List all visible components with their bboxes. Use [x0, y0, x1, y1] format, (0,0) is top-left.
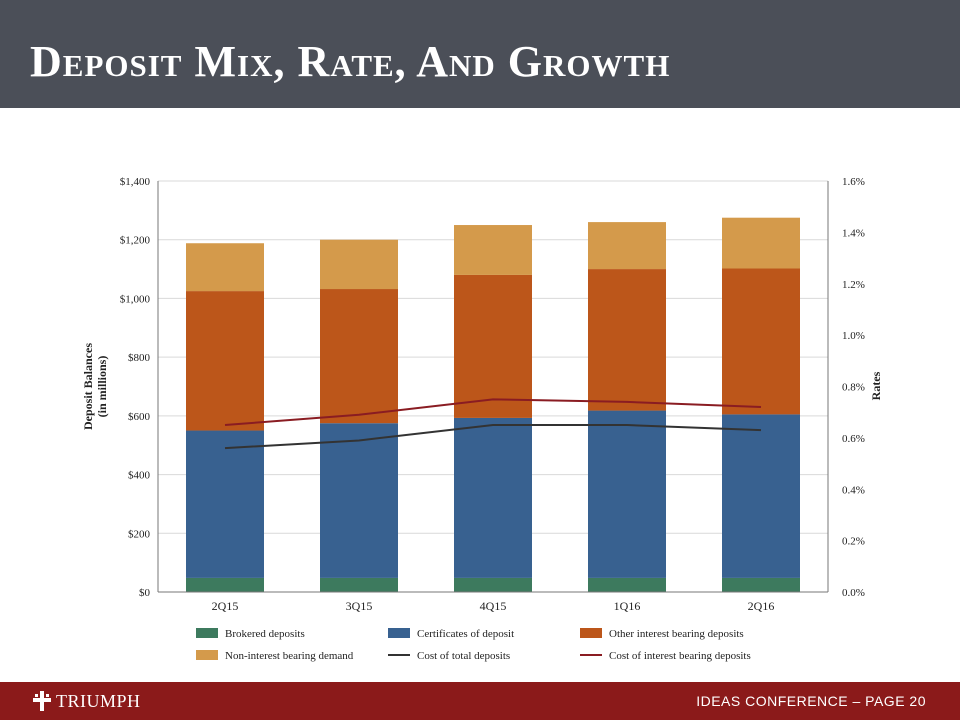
y2-tick-label: 1.2%	[842, 279, 865, 291]
bar-segment	[454, 417, 532, 578]
legend-swatch	[388, 628, 410, 638]
series-line	[224, 424, 762, 450]
y2-tick-label: 1.4%	[842, 227, 865, 239]
bar-segment	[320, 239, 398, 290]
bar-segment	[186, 291, 264, 431]
bar-segment	[186, 430, 264, 578]
series-line	[224, 398, 762, 427]
x-tick-label: 2Q15	[212, 599, 239, 613]
bar-segment	[722, 414, 800, 578]
y-axis-title-line: (in millions)	[95, 356, 109, 418]
bar-segment	[722, 577, 800, 592]
bar-segment	[588, 577, 666, 592]
slide-title: Deposit Mix, Rate, And Growth	[30, 37, 671, 86]
y-tick-label: $1,400	[120, 176, 151, 188]
footer-page-label: IDEAS CONFERENCE – PAGE 20	[696, 693, 926, 709]
bar-segment	[320, 577, 398, 592]
bar-segment	[320, 423, 398, 578]
triumph-logo: TRIUMPH	[32, 690, 141, 712]
y-tick-label: $600	[128, 411, 151, 423]
y-tick-label: $200	[128, 528, 151, 540]
header-bar: Deposit Mix, Rate, And Growth	[0, 0, 960, 108]
y2-tick-label: 0.2%	[842, 536, 865, 548]
legend-label: Non-interest bearing demand	[225, 650, 354, 662]
bar-segment	[588, 222, 666, 270]
deposit-chart: $0 $200 $400 $600 $800 $1,000 $1,200 $1,400 0.0%…	[81, 176, 883, 662]
y2-tick-label: 0.8%	[842, 382, 865, 394]
x-tick-label: 4Q15	[480, 599, 507, 613]
bar-segment	[454, 274, 532, 418]
legend-label: Cost of interest bearing deposits	[609, 650, 751, 662]
legend-label: Other interest bearing deposits	[609, 628, 744, 640]
bar-segment	[722, 268, 800, 415]
bar-segment	[186, 577, 264, 592]
bar-segment	[588, 269, 666, 411]
y-tick-label: $1,000	[120, 293, 151, 305]
y-axis-title: Deposit Balances(in millions)	[81, 343, 109, 430]
y2-tick-label: 0.0%	[842, 587, 865, 599]
y2-axis-title: Rates	[869, 371, 883, 400]
y-axis-title-line: Deposit Balances	[81, 343, 95, 430]
legend-swatch	[196, 650, 218, 660]
y2-tick-label: 1.6%	[842, 176, 865, 188]
y-tick-label: $1,200	[120, 235, 151, 247]
footer-bar: TRIUMPH IDEAS CONFERENCE – PAGE 20	[0, 682, 960, 720]
y2-tick-label: 0.4%	[842, 484, 865, 496]
x-tick-label: 2Q16	[748, 599, 775, 613]
bar-segment	[320, 289, 398, 424]
bar-segment	[588, 410, 666, 578]
x-tick-label: 3Q15	[346, 599, 373, 613]
legend-label: Certificates of deposit	[417, 628, 514, 640]
y-tick-label: $400	[128, 470, 151, 482]
cross-logo-icon	[33, 691, 51, 711]
y2-tick-label: 0.6%	[842, 433, 865, 445]
legend-swatch	[580, 628, 602, 638]
bar-segment	[186, 243, 264, 292]
x-tick-label: 1Q16	[614, 599, 641, 613]
bar-segment	[454, 225, 532, 275]
legend-label: Brokered deposits	[225, 628, 305, 640]
bar-segment	[722, 217, 800, 269]
logo-text: TRIUMPH	[56, 690, 141, 711]
bar-segment	[454, 577, 532, 592]
legend-label: Cost of total deposits	[417, 650, 510, 662]
legend-swatch	[196, 628, 218, 638]
y-tick-label: $800	[128, 352, 151, 364]
y-tick-label: $0	[139, 587, 151, 599]
y2-tick-label: 1.0%	[842, 330, 865, 342]
